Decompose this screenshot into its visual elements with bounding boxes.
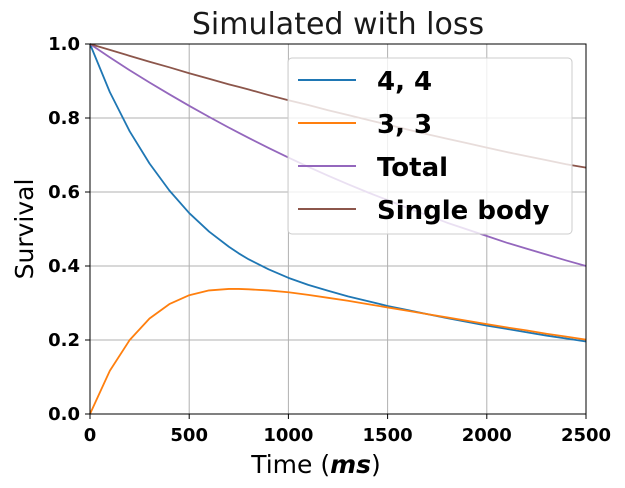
x-tick-label: 2000 <box>462 425 512 446</box>
chart-title: Simulated with loss <box>192 7 484 42</box>
y-axis-label: Survival <box>10 179 39 280</box>
legend-label-3-3: 3, 3 <box>377 110 432 140</box>
legend-label-4-4: 4, 4 <box>377 67 432 97</box>
legend: 4, 4 3, 3 Total Single body <box>287 57 573 235</box>
x-tick-label: 1500 <box>363 425 413 446</box>
x-axis-label-suffix: ) <box>371 450 381 479</box>
x-axis-label-unit: ms <box>330 450 371 479</box>
series-line-3-3 <box>89 288 587 415</box>
legend-label-total: Total <box>377 153 448 183</box>
x-axis-label: Time (ms) <box>250 450 381 479</box>
legend-box <box>287 57 573 235</box>
legend-label-single-body: Single body <box>377 196 549 226</box>
x-axis-label-prefix: Time ( <box>250 450 330 479</box>
y-tick-label: 0.2 <box>48 330 80 351</box>
y-tick-label: 1.0 <box>48 34 80 55</box>
plot-frame <box>89 43 587 415</box>
x-tick-label: 2500 <box>561 425 611 446</box>
y-tick-label: 0.6 <box>48 182 80 203</box>
y-tick-label: 0.8 <box>48 108 80 129</box>
x-tick-label: 1000 <box>263 425 313 446</box>
y-tick-label: 0.0 <box>48 404 80 425</box>
x-tick-label: 500 <box>170 425 208 446</box>
y-tick-label: 0.4 <box>48 256 80 277</box>
x-tick-label: 0 <box>84 425 97 446</box>
axis-ticks: 0 500 1000 1500 2000 2500 0.0 0.2 0.4 0.6 0.8 1.0 <box>48 34 611 446</box>
series-line-4-4 <box>89 43 587 343</box>
